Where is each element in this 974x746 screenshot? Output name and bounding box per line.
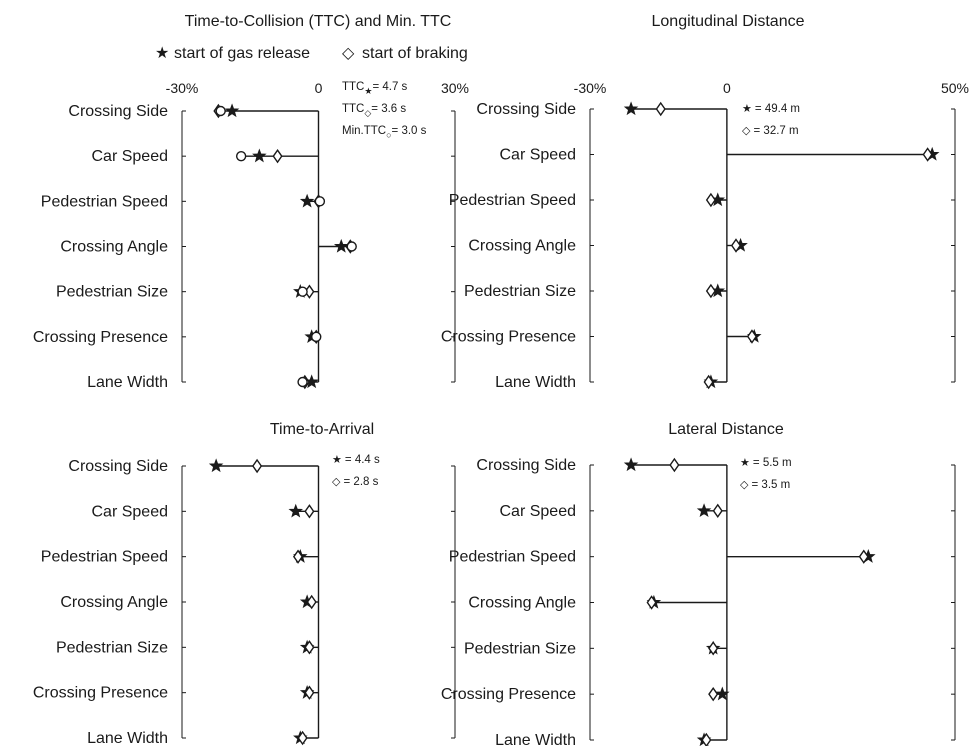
panel-2: Longitudinal Distance -30% 0 50% Crossing Si… — [441, 13, 969, 391]
panel-title: Longitudinal Distance — [652, 13, 805, 30]
panel-title: Time-to-Arrival — [270, 421, 374, 438]
diamond-marker — [701, 732, 712, 746]
diamond-marker — [746, 329, 758, 344]
category-label: Car Speed — [92, 148, 169, 165]
diamond-marker — [730, 238, 742, 253]
star-marker — [252, 148, 267, 163]
x-tick-label: 0 — [723, 80, 731, 96]
diamond-marker — [297, 730, 308, 746]
category-label: Pedestrian Size — [56, 284, 168, 301]
x-tick-label: -30% — [574, 80, 607, 96]
circle-marker — [311, 331, 322, 343]
category-label: Pedestrian Size — [464, 640, 576, 657]
category-label: Crossing Angle — [60, 239, 168, 256]
star-marker — [696, 503, 712, 518]
category-label: Lane Width — [87, 730, 168, 746]
star-marker — [299, 193, 315, 208]
stat-annotation: TTC★= 4.7 s — [342, 81, 408, 96]
panel-1: Time-to-Collision (TTC) and Min. TTC -30%… — [33, 13, 469, 391]
star-marker — [224, 103, 240, 118]
stat-annotation: ◇ = 3.5 m — [740, 479, 790, 491]
x-tick-label: 30% — [441, 80, 469, 96]
category-label: Pedestrian Speed — [449, 549, 576, 566]
category-label: Crossing Angle — [60, 594, 168, 611]
diamond-marker — [708, 686, 719, 702]
diamond-marker — [858, 549, 869, 564]
category-label: Car Speed — [92, 503, 169, 520]
star-marker — [288, 503, 304, 518]
diamond-marker — [252, 458, 263, 474]
diamond-marker — [304, 685, 315, 700]
category-label: Crossing Side — [68, 458, 168, 475]
category-label: Lane Width — [495, 374, 576, 391]
legend-gas-glyph: ★ — [155, 45, 169, 62]
diamond-marker — [922, 147, 933, 162]
diamond-marker — [304, 640, 315, 655]
category-label: Lane Width — [87, 374, 168, 391]
category-label: Pedestrian Size — [464, 283, 576, 300]
stat-annotation: ◇ = 2.8 s — [332, 476, 379, 488]
category-label: Pedestrian Size — [56, 639, 168, 656]
circle-marker — [314, 196, 326, 207]
diamond-marker — [712, 503, 723, 519]
circle-marker — [215, 105, 226, 117]
panel-4: Lateral Distance Crossing Side Car Speed Pe… — [441, 421, 956, 746]
star-marker — [623, 457, 639, 472]
category-label: Car Speed — [500, 503, 577, 520]
stat-annotation: ★ = 49.4 m — [742, 103, 800, 115]
x-tick-label: 50% — [941, 80, 969, 96]
circle-marker — [346, 241, 357, 252]
diamond-marker — [703, 374, 714, 390]
category-label: Pedestrian Speed — [41, 193, 168, 210]
category-label: Crossing Angle — [468, 238, 576, 255]
category-label: Lane Width — [495, 732, 576, 746]
star-marker — [715, 686, 730, 701]
diamond-marker — [272, 148, 283, 164]
circle-marker — [297, 376, 308, 388]
stat-annotation: Min.TTC○= 3.0 s — [342, 125, 427, 140]
diamond-marker — [705, 192, 716, 208]
diamond-marker — [304, 504, 315, 519]
diamond-marker — [655, 101, 666, 117]
diamond-marker — [708, 641, 719, 656]
diamond-marker — [705, 283, 716, 299]
legend-brake-glyph: ◇ — [342, 45, 355, 62]
diamond-marker — [669, 457, 680, 473]
star-marker — [208, 458, 224, 473]
category-label: Car Speed — [500, 147, 577, 164]
legend-gas-label: start of gas release — [174, 45, 310, 62]
diamond-marker — [292, 549, 304, 564]
legend-brake-label: start of braking — [362, 45, 468, 62]
circle-marker — [297, 286, 308, 297]
stat-annotation: ◇ = 32.7 m — [742, 125, 799, 137]
category-label: Pedestrian Speed — [41, 549, 168, 566]
circle-marker — [235, 150, 247, 162]
legend: ★ start of gas release ◇ start of brakin… — [155, 45, 468, 62]
category-label: Crossing Side — [68, 103, 168, 120]
category-label: Crossing Presence — [33, 329, 168, 346]
stat-annotation: TTC◇= 3.6 s — [342, 103, 406, 118]
category-label: Crossing Presence — [33, 685, 168, 702]
star-marker — [623, 101, 639, 116]
x-tick-label: 0 — [315, 80, 323, 96]
category-label: Crossing Angle — [468, 595, 576, 612]
star-marker — [333, 238, 349, 253]
panel-title: Lateral Distance — [668, 421, 784, 438]
category-label: Crossing Presence — [441, 329, 576, 346]
category-label: Crossing Side — [476, 101, 576, 118]
category-label: Crossing Presence — [441, 686, 576, 703]
panel-3: Time-to-Arrival Crossing Side Car Speed Ped… — [33, 421, 456, 746]
stat-annotation: ★ = 5.5 m — [740, 457, 792, 469]
diamond-marker — [306, 594, 317, 610]
panel-title: Time-to-Collision (TTC) and Min. TTC — [185, 13, 452, 30]
category-label: Crossing Side — [476, 457, 576, 474]
stat-annotation: ★ = 4.4 s — [332, 454, 380, 466]
x-tick-label: -30% — [166, 80, 199, 96]
diamond-marker — [646, 595, 657, 610]
category-label: Pedestrian Speed — [449, 192, 576, 209]
